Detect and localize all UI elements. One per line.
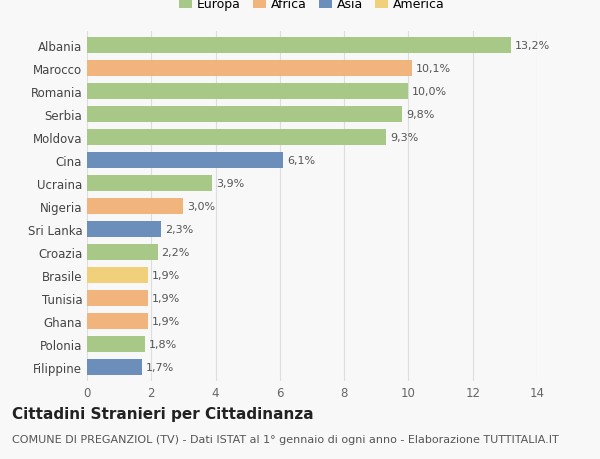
Text: 13,2%: 13,2% xyxy=(515,41,550,51)
Bar xyxy=(87,175,212,192)
Bar xyxy=(87,152,283,169)
Text: COMUNE DI PREGANZIOL (TV) - Dati ISTAT al 1° gennaio di ogni anno - Elaborazione: COMUNE DI PREGANZIOL (TV) - Dati ISTAT a… xyxy=(12,434,559,444)
Bar xyxy=(87,336,145,353)
Text: 1,7%: 1,7% xyxy=(146,362,174,372)
Bar xyxy=(87,61,412,77)
Bar xyxy=(87,129,386,146)
Bar xyxy=(87,267,148,284)
Bar xyxy=(87,38,511,54)
Text: 1,8%: 1,8% xyxy=(149,339,177,349)
Text: 1,9%: 1,9% xyxy=(152,293,180,303)
Text: 10,1%: 10,1% xyxy=(415,64,451,74)
Text: 2,2%: 2,2% xyxy=(161,247,190,257)
Text: 9,3%: 9,3% xyxy=(390,133,418,143)
Text: 10,0%: 10,0% xyxy=(412,87,448,97)
Bar xyxy=(87,221,161,238)
Text: 2,3%: 2,3% xyxy=(165,224,193,235)
Text: Cittadini Stranieri per Cittadinanza: Cittadini Stranieri per Cittadinanza xyxy=(12,406,314,421)
Bar xyxy=(87,359,142,375)
Bar xyxy=(87,313,148,330)
Text: 3,0%: 3,0% xyxy=(187,202,215,212)
Bar xyxy=(87,84,409,100)
Bar xyxy=(87,198,184,215)
Bar xyxy=(87,290,148,307)
Bar xyxy=(87,244,158,261)
Legend: Europa, Africa, Asia, America: Europa, Africa, Asia, America xyxy=(179,0,445,11)
Text: 3,9%: 3,9% xyxy=(216,179,244,189)
Text: 6,1%: 6,1% xyxy=(287,156,315,166)
Text: 9,8%: 9,8% xyxy=(406,110,434,120)
Bar xyxy=(87,106,402,123)
Text: 1,9%: 1,9% xyxy=(152,270,180,280)
Text: 1,9%: 1,9% xyxy=(152,316,180,326)
